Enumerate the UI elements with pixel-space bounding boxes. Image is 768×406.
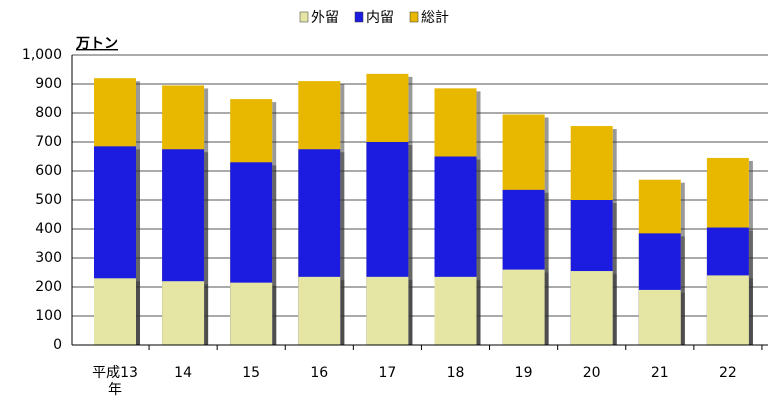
bar xyxy=(230,282,273,345)
bar-side xyxy=(544,272,549,345)
bar xyxy=(706,275,749,345)
bar-side xyxy=(476,159,481,345)
bar-side xyxy=(612,203,617,345)
bar-side xyxy=(476,279,481,345)
bar-side xyxy=(136,281,140,345)
bar-side xyxy=(544,192,549,345)
bar-side xyxy=(680,236,685,345)
bar xyxy=(502,269,545,345)
bar-side xyxy=(612,274,617,345)
y-tick-label: 700 xyxy=(35,134,62,150)
bar xyxy=(434,276,477,345)
bar-side xyxy=(136,149,140,345)
bar xyxy=(366,276,409,345)
bar-side xyxy=(204,152,209,345)
legend-swatch xyxy=(409,11,419,23)
bar-side xyxy=(748,278,753,345)
x-tick-label: 22 xyxy=(718,365,737,381)
x-tick-label: 19 xyxy=(514,365,533,381)
x-tick-label: 20 xyxy=(582,365,601,381)
y-tick-label: 800 xyxy=(35,105,62,121)
y-tick-label: 1,000 xyxy=(22,47,62,63)
y-tick-label: 100 xyxy=(35,308,62,324)
legend-swatch xyxy=(299,11,309,23)
x-tick-label: 17 xyxy=(378,365,397,381)
y-tick-label: 500 xyxy=(35,192,62,208)
x-tick-label: 21 xyxy=(650,365,669,381)
y-tick-label: 900 xyxy=(35,76,62,92)
x-tick-label: 平成13年 xyxy=(92,365,138,398)
bar-side xyxy=(408,145,413,345)
legend-label: 内留 xyxy=(366,10,394,26)
bar-side xyxy=(340,279,345,345)
bar-side xyxy=(272,165,277,345)
legend-label: 総計 xyxy=(421,10,449,26)
bar xyxy=(94,278,136,345)
y-tick-label: 0 xyxy=(53,337,62,353)
y-tick-label: 200 xyxy=(35,279,62,295)
bar-side xyxy=(408,279,413,345)
bar-side xyxy=(340,152,345,345)
bar xyxy=(638,289,681,345)
x-tick-label: 15 xyxy=(242,365,261,381)
x-tick-label: 16 xyxy=(310,365,329,381)
bar-side xyxy=(680,292,685,345)
bar xyxy=(298,276,341,345)
bar xyxy=(570,271,613,345)
y-tick-label: 300 xyxy=(35,250,62,266)
y-axis-label: 万トン xyxy=(75,36,118,52)
y-tick-label: 400 xyxy=(35,221,62,237)
x-tick-label: 18 xyxy=(446,365,465,381)
bar-side xyxy=(272,285,277,345)
legend-label: 外留 xyxy=(311,10,339,26)
legend-swatch xyxy=(354,11,364,23)
bar xyxy=(162,281,205,345)
y-tick-label: 600 xyxy=(35,163,62,179)
x-tick-label: 14 xyxy=(174,365,192,381)
bar-side xyxy=(204,284,209,345)
